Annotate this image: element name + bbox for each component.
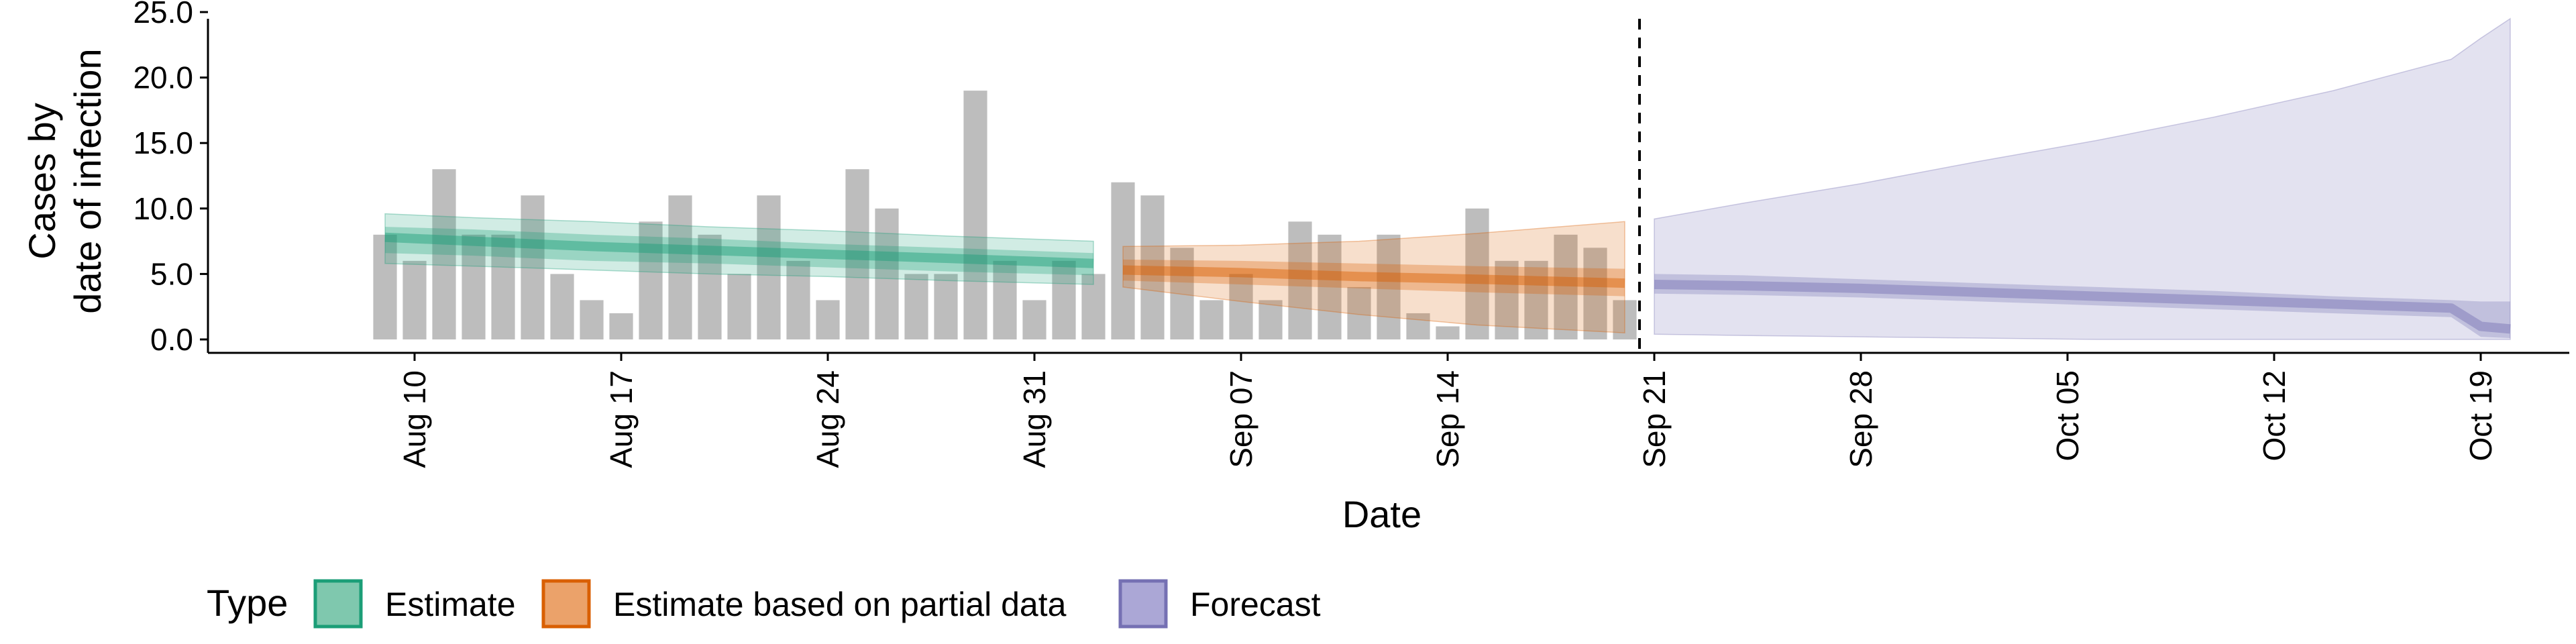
x-tick-label: Sep 07 [1224, 370, 1258, 468]
x-axis-title: Date [1342, 493, 1421, 535]
y-tick-label: 15.0 [133, 125, 193, 160]
case-bar [1495, 260, 1519, 339]
case-bar [1465, 208, 1489, 339]
case-bar [432, 169, 456, 339]
estimate-ribbons [384, 17, 2511, 340]
case-bar [1583, 248, 1607, 339]
case-bar [1347, 286, 1371, 339]
reported-cases-bars [373, 91, 1637, 339]
x-tick-label: Aug 31 [1017, 370, 1052, 468]
case-bar [1377, 234, 1401, 339]
case-bar [875, 208, 899, 339]
case-bar [845, 169, 869, 339]
forecast-outer-band [1654, 17, 2511, 340]
legend: Type Estimate Estimate based on partial d… [207, 579, 1321, 629]
case-bar [727, 274, 751, 339]
estimate-median-line [384, 232, 1094, 268]
partial-estimate-inner-band [1123, 259, 1625, 297]
legend-label: Estimate based on partial data [613, 586, 1067, 623]
case-bar [373, 234, 397, 339]
y-axis-title-line-2: date of infection [66, 48, 109, 313]
y-tick-label: 20.0 [133, 60, 193, 95]
x-tick-label: Sep 14 [1430, 370, 1465, 468]
case-bar [402, 260, 427, 339]
partial-estimate-median-line [1122, 265, 1625, 288]
y-axis-title: Cases by date of infection [21, 48, 109, 313]
x-tick-label: Oct 05 [2050, 370, 2085, 462]
case-bar [1022, 300, 1046, 339]
case-bar [1318, 234, 1342, 339]
case-bar [816, 300, 840, 339]
case-bar [609, 313, 633, 339]
forecast-inner-band [1654, 274, 2510, 338]
x-tick-label: Sep 21 [1637, 370, 1672, 468]
case-bar [668, 195, 692, 339]
legend-title: Type [207, 582, 288, 624]
y-axis-title-line-1: Cases by [21, 103, 63, 259]
x-tick-label: Oct 19 [2463, 370, 2498, 462]
case-bar [698, 234, 722, 339]
legend-label: Forecast [1190, 586, 1321, 623]
estimate-inner-band [385, 227, 1093, 276]
case-bar [1406, 313, 1430, 339]
case-bar [757, 195, 781, 339]
legend-key [541, 579, 591, 629]
case-bar [1436, 326, 1460, 339]
case-bar [993, 260, 1017, 339]
x-tick-label: Oct 12 [2257, 370, 2292, 462]
case-bar [491, 234, 515, 339]
case-bar [1613, 300, 1637, 339]
case-bar [1170, 248, 1194, 339]
axes: 0.0 5.0 10.0 15.0 20.0 25.0 Aug 10 Aug 17 Aug 24… [133, 0, 2569, 468]
case-bar [1524, 260, 1548, 339]
case-bar [934, 274, 958, 339]
x-tick-label: Aug 10 [397, 370, 432, 468]
case-bar [1288, 221, 1312, 339]
case-bar [1229, 274, 1253, 339]
x-tick-label: Sep 28 [1843, 370, 1878, 468]
case-bar [1052, 260, 1076, 339]
case-bar [1140, 195, 1165, 339]
case-bar [786, 260, 810, 339]
case-bar [963, 91, 987, 339]
y-tick-label: 0.0 [150, 322, 193, 357]
case-bar [1199, 300, 1224, 339]
legend-key [1118, 579, 1168, 629]
y-tick-label: 5.0 [150, 256, 193, 291]
case-bar [1554, 234, 1578, 339]
y-tick-label: 10.0 [133, 191, 193, 226]
x-tick-label: Aug 17 [604, 370, 639, 468]
partial-estimate-outer-band [1122, 221, 1625, 333]
forecast-median-line [1654, 280, 2511, 334]
case-bar [904, 274, 928, 339]
case-bar [1258, 300, 1283, 339]
case-bar [521, 195, 545, 339]
case-bar [1111, 182, 1135, 339]
case-bar [550, 274, 574, 339]
legend-label: Estimate [385, 586, 516, 623]
case-bar [462, 234, 486, 339]
y-tick-label: 25.0 [133, 0, 193, 30]
legend-key [313, 579, 363, 629]
estimate-outer-band [384, 213, 1094, 285]
case-bar [639, 221, 663, 339]
case-bar [580, 300, 604, 339]
case-bar [1081, 274, 1106, 339]
x-tick-label: Aug 24 [810, 370, 845, 468]
